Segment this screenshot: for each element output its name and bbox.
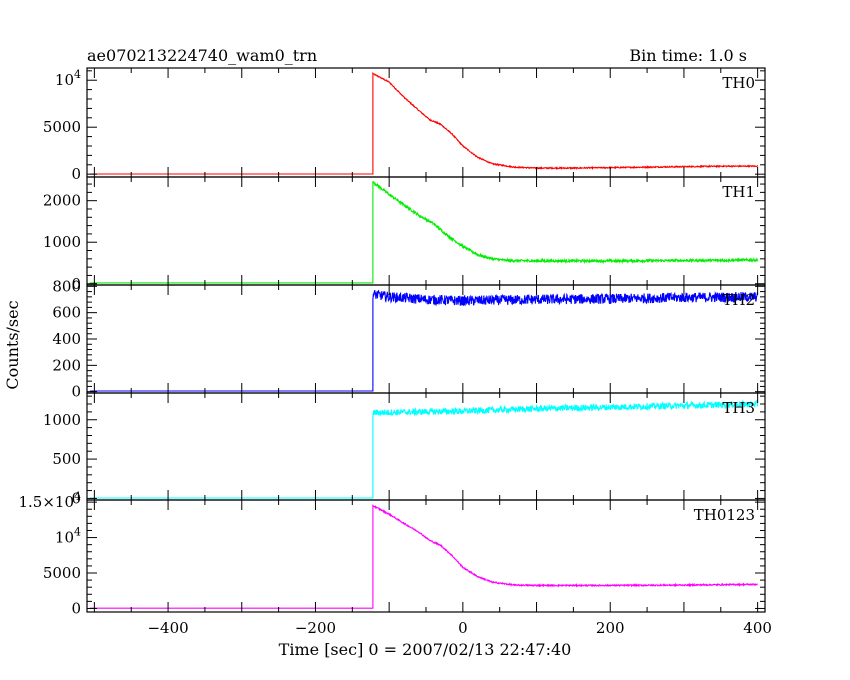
x-tick-label: 400 — [743, 619, 772, 637]
chart-title: ae070213224740_wam0_trn — [87, 46, 317, 65]
y-tick-label: 1000 — [43, 233, 81, 251]
series-line-th2 — [89, 290, 759, 392]
series-line-th0123 — [89, 504, 758, 609]
y-tick-label: 5000 — [43, 564, 81, 582]
y-tick-label: 1000 — [43, 411, 81, 429]
y-tick-label: 0 — [71, 383, 81, 401]
panel-th2: 0 200 400 600 800 TH2 — [52, 277, 766, 401]
panel-frame — [86, 67, 766, 178]
x-tick-label: 0 — [458, 619, 468, 637]
series-line-th0 — [89, 71, 759, 175]
panel-th0: 0 5000 104 TH0 — [43, 67, 766, 183]
y-tick-label: 600 — [52, 304, 81, 322]
y-tick-label: 500 — [52, 450, 81, 468]
panel-label: TH0 — [722, 74, 755, 92]
panel-frame — [86, 499, 766, 613]
bin-time-label: Bin time: 1.0 s — [629, 46, 747, 65]
y-tick-label: 0 — [71, 275, 81, 293]
x-tick-label: −200 — [295, 619, 336, 637]
panel-th1: 0 1000 2000 TH1 — [43, 176, 766, 293]
y-tick-label: 800 — [52, 277, 81, 295]
x-tick-label: −400 — [147, 619, 188, 637]
y-tick-label: 0 — [71, 489, 81, 507]
y-tick-label: 0 — [71, 165, 81, 183]
y-tick-label: 104 — [55, 526, 81, 547]
panel-label: TH1 — [722, 183, 755, 201]
y-tick-label: 0 — [71, 599, 81, 617]
panel-label: TH3 — [722, 399, 755, 417]
y-tick-label: 2000 — [43, 192, 81, 210]
y-tick-label: 200 — [52, 356, 81, 374]
x-axis-label: Time [sec] 0 = 2007/02/13 22:47:40 — [279, 640, 572, 659]
panel-th0123: 0 5000 104 1.5×104 TH0123 — [18, 490, 766, 617]
panel-th3: 0 500 1000 TH3 — [43, 392, 766, 507]
y-axis-label: Counts/sec — [3, 300, 22, 389]
y-tick-label: 104 — [55, 68, 81, 89]
x-tick-label: 200 — [596, 619, 625, 637]
panel-frame — [86, 176, 766, 286]
series-line-th3 — [89, 399, 759, 499]
y-tick-label: 1.5×104 — [18, 490, 81, 511]
series-line-th1 — [89, 181, 759, 284]
y-tick-label: 400 — [52, 330, 81, 348]
y-tick-label: 5000 — [43, 118, 81, 136]
panel-label: TH2 — [722, 291, 755, 309]
panel-label: TH0123 — [694, 506, 755, 524]
